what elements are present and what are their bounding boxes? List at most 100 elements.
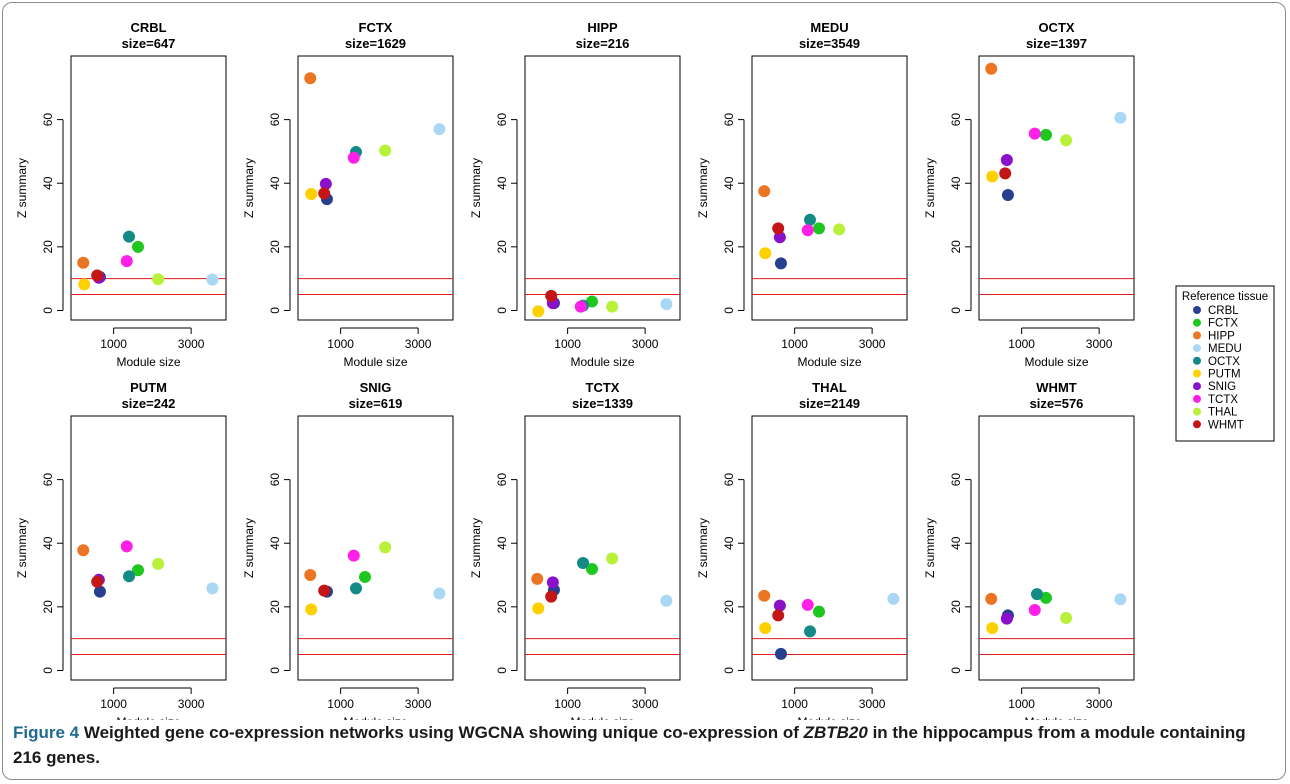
y-axis-label-putm: Z summary	[15, 518, 29, 578]
x-tick-label-fctx: 3000	[405, 337, 432, 351]
y-tick-label-crbl: 60	[41, 113, 55, 127]
caption-figure-label: Figure 4	[13, 723, 80, 742]
y-tick-label-snig: 20	[268, 600, 282, 614]
y-tick-label-tctx: 40	[495, 536, 509, 550]
point-medu-tctx	[801, 224, 814, 237]
point-thal-octx	[804, 625, 817, 638]
legend-marker-snig	[1193, 382, 1201, 391]
panel-title-tctx: TCTX	[586, 380, 620, 395]
point-thal-tctx	[801, 598, 814, 611]
x-axis-label-tctx: Module size	[570, 715, 634, 720]
y-tick-label-hipp: 0	[495, 307, 509, 314]
legend-label-snig: SNIG	[1208, 381, 1236, 393]
panel-subtitle-putm: size=242	[122, 396, 176, 411]
point-hipp-putm	[532, 305, 545, 318]
plot-frame-octx	[978, 55, 1135, 321]
x-tick-label-putm: 1000	[100, 697, 127, 711]
point-octx-snig	[1000, 154, 1013, 167]
x-tick-label-hipp: 3000	[632, 337, 659, 351]
x-tick-label-tctx: 1000	[554, 697, 581, 711]
point-putm-fctx	[131, 564, 144, 577]
point-putm-octx	[123, 570, 136, 583]
point-thal-hipp	[758, 589, 771, 602]
panel-subtitle-fctx: size=1629	[345, 36, 406, 51]
legend-label-thal: THAL	[1208, 407, 1238, 419]
x-axis-label-fctx: Module size	[343, 355, 407, 369]
plot-frame-hipp	[524, 55, 681, 321]
panel-title-crbl: CRBL	[130, 20, 166, 35]
panel-subtitle-hipp: size=216	[576, 36, 630, 51]
point-fctx-snig	[319, 177, 332, 190]
y-axis-label-octx: Z summary	[923, 158, 937, 218]
y-axis-label-fctx: Z summary	[242, 158, 256, 218]
point-crbl-medu	[206, 273, 219, 286]
point-whmt-putm	[986, 622, 999, 635]
point-medu-hipp	[758, 185, 771, 198]
point-thal-whmt	[772, 609, 785, 622]
point-hipp-thal	[606, 300, 619, 313]
legend-marker-thal	[1193, 407, 1201, 416]
x-tick-label-snig: 3000	[405, 697, 432, 711]
y-tick-label-crbl: 40	[41, 176, 55, 190]
panel-subtitle-snig: size=619	[349, 396, 403, 411]
point-snig-medu	[433, 587, 446, 600]
legend-label-putm: PUTM	[1208, 369, 1241, 381]
x-axis-label-whmt: Module size	[1024, 715, 1088, 720]
point-snig-whmt	[318, 584, 331, 597]
panel-title-putm: PUTM	[130, 380, 167, 395]
y-tick-label-fctx: 40	[268, 176, 282, 190]
y-tick-label-tctx: 0	[495, 667, 509, 674]
y-tick-label-whmt: 20	[949, 600, 963, 614]
y-axis-label-snig: Z summary	[242, 518, 256, 578]
point-medu-putm	[759, 247, 772, 260]
point-tctx-octx	[577, 556, 590, 569]
y-axis-label-hipp: Z summary	[469, 158, 483, 218]
x-tick-label-octx: 3000	[1086, 337, 1113, 351]
point-putm-medu	[206, 582, 219, 595]
x-tick-label-octx: 1000	[1008, 337, 1035, 351]
plot-frame-thal	[751, 415, 908, 681]
point-snig-tctx	[347, 549, 360, 562]
y-tick-label-whmt: 40	[949, 536, 963, 550]
panel-subtitle-whmt: size=576	[1030, 396, 1084, 411]
plot-frame-medu	[751, 55, 908, 321]
legend-label-whmt: WHMT	[1208, 419, 1244, 431]
point-fctx-whmt	[318, 187, 331, 200]
point-thal-fctx	[812, 605, 825, 618]
point-putm-whmt	[91, 575, 104, 588]
point-snig-putm	[305, 603, 318, 616]
y-tick-label-thal: 0	[722, 667, 736, 674]
x-axis-label-snig: Module size	[343, 715, 407, 720]
point-hipp-whmt	[545, 289, 558, 302]
y-tick-label-tctx: 20	[495, 600, 509, 614]
y-tick-label-putm: 60	[41, 473, 55, 487]
point-crbl-fctx	[131, 240, 144, 253]
point-octx-tctx	[1028, 127, 1041, 140]
point-tctx-whmt	[545, 590, 558, 603]
point-whmt-medu	[1114, 593, 1127, 606]
x-tick-label-tctx: 3000	[632, 697, 659, 711]
point-octx-hipp	[985, 62, 998, 75]
x-tick-label-crbl: 3000	[178, 337, 205, 351]
point-putm-crbl	[93, 585, 106, 598]
legend-label-octx: OCTX	[1208, 356, 1240, 368]
legend-marker-octx	[1193, 356, 1201, 365]
legend-label-medu: MEDU	[1208, 343, 1242, 355]
y-tick-label-hipp: 20	[495, 240, 509, 254]
point-fctx-tctx	[347, 151, 360, 164]
legend-marker-medu	[1193, 344, 1201, 353]
point-snig-fctx	[358, 570, 371, 583]
plot-frame-putm	[70, 415, 227, 681]
point-medu-snig	[773, 231, 786, 244]
plot-frame-tctx	[524, 415, 681, 681]
legend-label-fctx: FCTX	[1208, 318, 1238, 330]
y-tick-label-thal: 20	[722, 600, 736, 614]
point-whmt-hipp	[985, 592, 998, 605]
legend-label-crbl: CRBL	[1208, 305, 1239, 317]
point-crbl-tctx	[120, 255, 133, 268]
point-medu-crbl	[774, 257, 787, 270]
x-tick-label-thal: 3000	[859, 697, 886, 711]
point-whmt-thal	[1060, 611, 1073, 624]
panel-title-snig: SNIG	[360, 380, 392, 395]
